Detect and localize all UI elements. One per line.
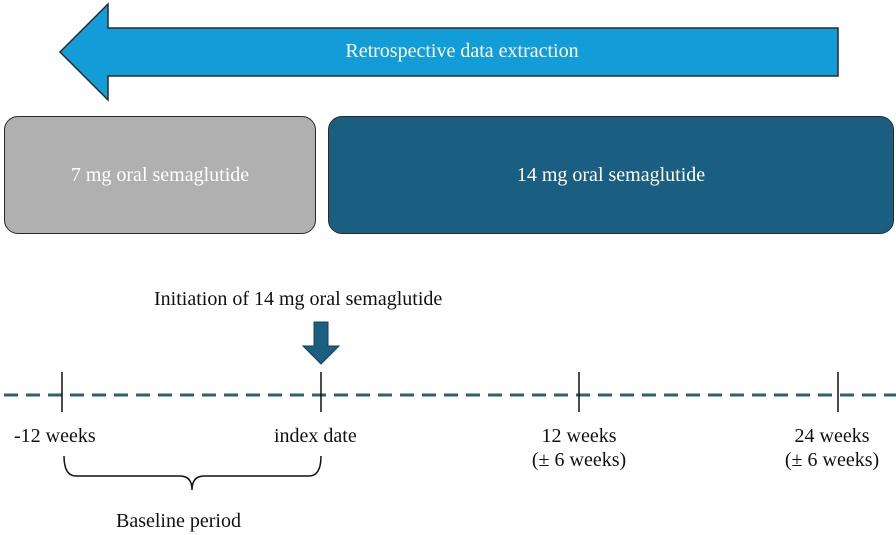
box-7mg-label: 7 mg oral semaglutide bbox=[70, 163, 250, 186]
tick-label-index-date: index date bbox=[274, 425, 357, 447]
tick-label-24-weeks-line1: 24 weeks bbox=[794, 425, 870, 447]
tick-label-12-weeks-line2: (± 6 weeks) bbox=[531, 449, 627, 471]
baseline-bracket bbox=[63, 455, 322, 491]
tick-label-12-weeks: 12 weeks (± 6 weeks) bbox=[509, 424, 649, 472]
initiation-label: Initiation of 14 mg oral semaglutide bbox=[154, 288, 443, 310]
tick-label-12-weeks-line1: 12 weeks bbox=[541, 425, 617, 447]
baseline-label: Baseline period bbox=[116, 510, 241, 532]
box-7mg: 7 mg oral semaglutide bbox=[4, 116, 316, 234]
tick-label-24-weeks-line2: (± 6 weeks) bbox=[784, 449, 880, 471]
tick-label-24-weeks: 24 weeks (± 6 weeks) bbox=[772, 424, 892, 472]
box-14mg-label: 14 mg oral semaglutide bbox=[516, 163, 706, 186]
box-14mg: 14 mg oral semaglutide bbox=[328, 116, 894, 234]
tick-label-minus-12-weeks: -12 weeks bbox=[14, 425, 96, 447]
initiation-arrow-icon bbox=[301, 321, 341, 365]
arrow-label: Retrospective data extraction bbox=[345, 40, 579, 62]
retrospective-arrow bbox=[58, 2, 839, 102]
